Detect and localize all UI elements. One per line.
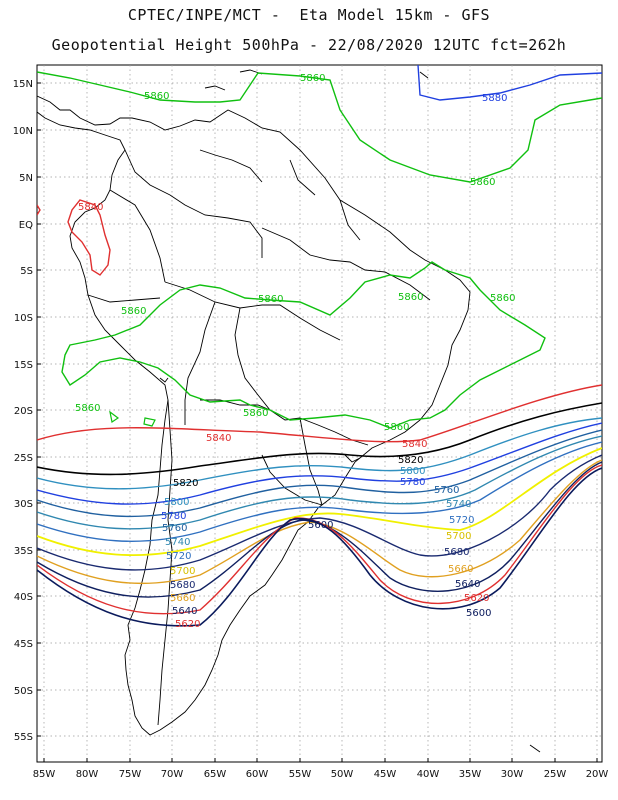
contour-5860-north <box>37 71 602 183</box>
contour-label: 5720 <box>166 551 191 562</box>
lon-label: 85W <box>33 769 56 780</box>
lon-label: 65W <box>204 769 227 780</box>
lat-label: 35S <box>14 546 33 557</box>
lat-label: EQ <box>19 220 33 231</box>
contour-label: 5880 <box>482 93 507 104</box>
contour-label: 5720 <box>449 515 474 526</box>
contour-5840-edge <box>37 204 41 216</box>
lon-label: 75W <box>119 769 142 780</box>
contour-label: 5600 <box>466 608 491 619</box>
contour-label: 5600 <box>308 520 333 531</box>
contour-label: 5860 <box>398 292 423 303</box>
contour-label: 5860 <box>490 293 515 304</box>
contour-label: 5640 <box>455 579 480 590</box>
contour-label: 5840 <box>402 439 427 450</box>
lon-label: 35W <box>459 769 482 780</box>
contour-5860-blob <box>109 410 120 423</box>
lat-label: 15N <box>13 79 33 90</box>
contour-5860-blob <box>143 417 156 427</box>
contour-5840 <box>37 384 602 443</box>
contour-5800 <box>37 417 602 490</box>
contour-label: 5860 <box>384 422 409 433</box>
contour-label: 5740 <box>165 537 190 548</box>
contour-5860-central <box>61 261 546 429</box>
contour-label: 5660 <box>448 564 473 575</box>
contour-5640 <box>37 461 602 598</box>
contour-5720 <box>37 441 602 542</box>
contour-5840-ecuador <box>67 199 111 276</box>
chart-title-line1: CPTEC/INPE/MCT - Eta Model 15km - GFS <box>127 6 491 24</box>
contour-label: 5860 <box>470 177 495 188</box>
contour-5600 <box>37 467 602 627</box>
lon-label: 25W <box>544 769 567 780</box>
chart-title-line2: Geopotential Height 500hPa - 22/08/2020 … <box>51 36 567 54</box>
contour-label: 5620 <box>175 619 200 630</box>
contour-label: 5740 <box>446 499 471 510</box>
contour-label: 5660 <box>170 593 195 604</box>
lat-label: 20S <box>14 406 33 417</box>
lat-label: 55S <box>14 732 33 743</box>
lon-label: 40W <box>417 769 440 780</box>
contour-5680 <box>37 454 602 571</box>
contour-label: 5860 <box>258 294 283 305</box>
lat-label: 40S <box>14 592 33 603</box>
lon-label: 30W <box>501 769 524 780</box>
map-frame <box>36 64 603 763</box>
lon-label: 70W <box>161 769 184 780</box>
contour-label: 5640 <box>172 606 197 617</box>
contour-label: 5840 <box>78 202 103 213</box>
contour-label: 5860 <box>243 408 268 419</box>
contour-5660 <box>37 459 602 585</box>
contour-label: 5680 <box>444 547 469 558</box>
lon-label: 50W <box>331 769 354 780</box>
contour-label: 5860 <box>144 91 169 102</box>
contour-label: 5860 <box>75 403 100 414</box>
lat-label: 10N <box>13 126 33 137</box>
contour-label: 5700 <box>170 566 195 577</box>
lon-label: 60W <box>246 769 269 780</box>
lat-label: 50S <box>14 686 33 697</box>
contour-label: 5800 <box>164 497 189 508</box>
contour-5740 <box>37 435 602 530</box>
lat-label: 10S <box>14 313 33 324</box>
contour-5700 <box>37 447 602 556</box>
lat-label: 45S <box>14 639 33 650</box>
lat-label: 25S <box>14 453 33 464</box>
contour-5620 <box>37 464 602 615</box>
contour-label: 5800 <box>400 466 425 477</box>
contour-5760 <box>37 429 602 518</box>
lon-label: 80W <box>76 769 99 780</box>
contour-label: 5860 <box>121 306 146 317</box>
lat-label: 5S <box>20 266 33 277</box>
contour-label: 5760 <box>434 485 459 496</box>
latitude-labels: 15N 10N 5N EQ 5S 10S 15S 20S 25S 30S 35S… <box>13 79 33 743</box>
lon-label: 55W <box>289 769 312 780</box>
contour-label: 5680 <box>170 580 195 591</box>
lat-label: 15S <box>14 360 33 371</box>
contour-label: 5820 <box>398 455 423 466</box>
contour-label: 5840 <box>206 433 231 444</box>
contour-label: 5620 <box>464 593 489 604</box>
lon-label: 45W <box>374 769 397 780</box>
contour-label: 5820 <box>173 478 198 489</box>
lat-label: 30S <box>14 499 33 510</box>
contour-label: 5860 <box>300 73 325 84</box>
graticule <box>37 65 602 762</box>
contour-5820 <box>37 402 602 476</box>
lon-label: 20W <box>586 769 609 780</box>
contour-label: 5760 <box>162 523 187 534</box>
lat-label: 5N <box>19 173 33 184</box>
contour-label: 5700 <box>446 531 471 542</box>
longitude-labels: 85W 80W 75W 70W 65W 60W 55W 50W 45W 40W … <box>33 769 609 780</box>
contour-label: 5780 <box>161 511 186 522</box>
contour-5880 <box>417 65 602 101</box>
contour-5780 <box>37 422 602 505</box>
coastline <box>37 69 541 753</box>
contour-label: 5780 <box>400 477 425 488</box>
axis-ticks <box>37 82 598 762</box>
